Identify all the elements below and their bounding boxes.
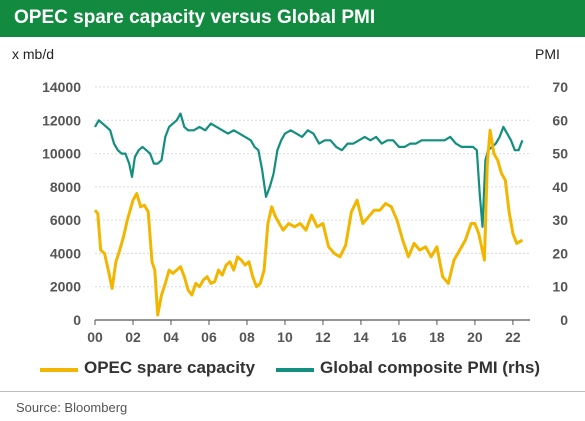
opec-spare-capacity-line [93,128,524,317]
x-tick-label: 02 [125,329,141,345]
y-left-tick-label: 0 [73,312,81,328]
legend-label-pmi: Global composite PMI (rhs) [320,358,541,377]
y-right-tick-label: 50 [552,146,568,162]
right-axis-unit: PMI [535,46,560,62]
legend-label-opec: OPEC spare capacity [84,358,256,377]
x-tick-label: 22 [505,329,521,345]
y-left-tick-label: 6000 [50,212,81,228]
x-tick-label: 18 [429,329,445,345]
y-left-tick-label: 2000 [50,279,81,295]
left-axis-unit: x mb/d [12,46,55,62]
source-note: Source: Bloomberg [16,400,128,415]
title-bar: OPEC spare capacity versus Global PMI [0,0,585,37]
y-right-tick-label: 0 [560,312,568,328]
legend-swatch-pmi [276,368,314,372]
y-left-tick-label: 10000 [42,146,81,162]
x-tick-label: 04 [163,329,179,345]
x-tick-label: 00 [87,329,103,345]
y-right-tick-label: 70 [552,79,568,95]
y-left-tick-label: 8000 [50,179,81,195]
y-right-tick-label: 40 [552,179,568,195]
x-tick-label: 16 [391,329,407,345]
chart-title: OPEC spare capacity versus Global PMI [14,7,376,28]
x-tick-label: 14 [353,329,369,345]
y-left-tick-label: 14000 [42,79,81,95]
x-tick-label: 20 [467,329,483,345]
source-divider [0,391,585,392]
x-tick-label: 08 [239,329,255,345]
y-right-tick-label: 20 [552,245,568,261]
global-pmi-line [94,112,524,228]
y-right-tick-label: 10 [552,279,568,295]
y-left-tick-label: 12000 [42,112,81,128]
x-tick-label: 06 [201,329,217,345]
x-tick-label: 10 [277,329,293,345]
legend-swatch-opec [40,368,78,372]
y-right-tick-label: 60 [552,112,568,128]
x-tick-label: 12 [315,329,331,345]
y-right-tick-label: 30 [552,212,568,228]
y-left-tick-label: 4000 [50,245,81,261]
